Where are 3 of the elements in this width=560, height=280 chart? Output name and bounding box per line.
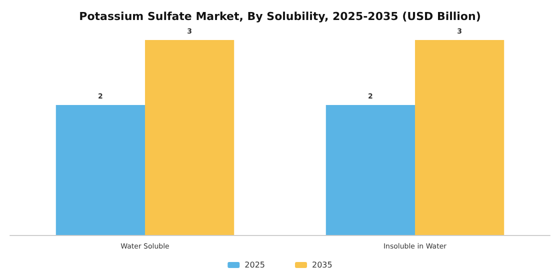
legend-label: 2035: [312, 260, 332, 270]
legend-label: 2025: [244, 260, 265, 270]
chart-title: Potassium Sulfate Market, By Solubility, 2025-2035 (USD Billion): [79, 10, 481, 23]
